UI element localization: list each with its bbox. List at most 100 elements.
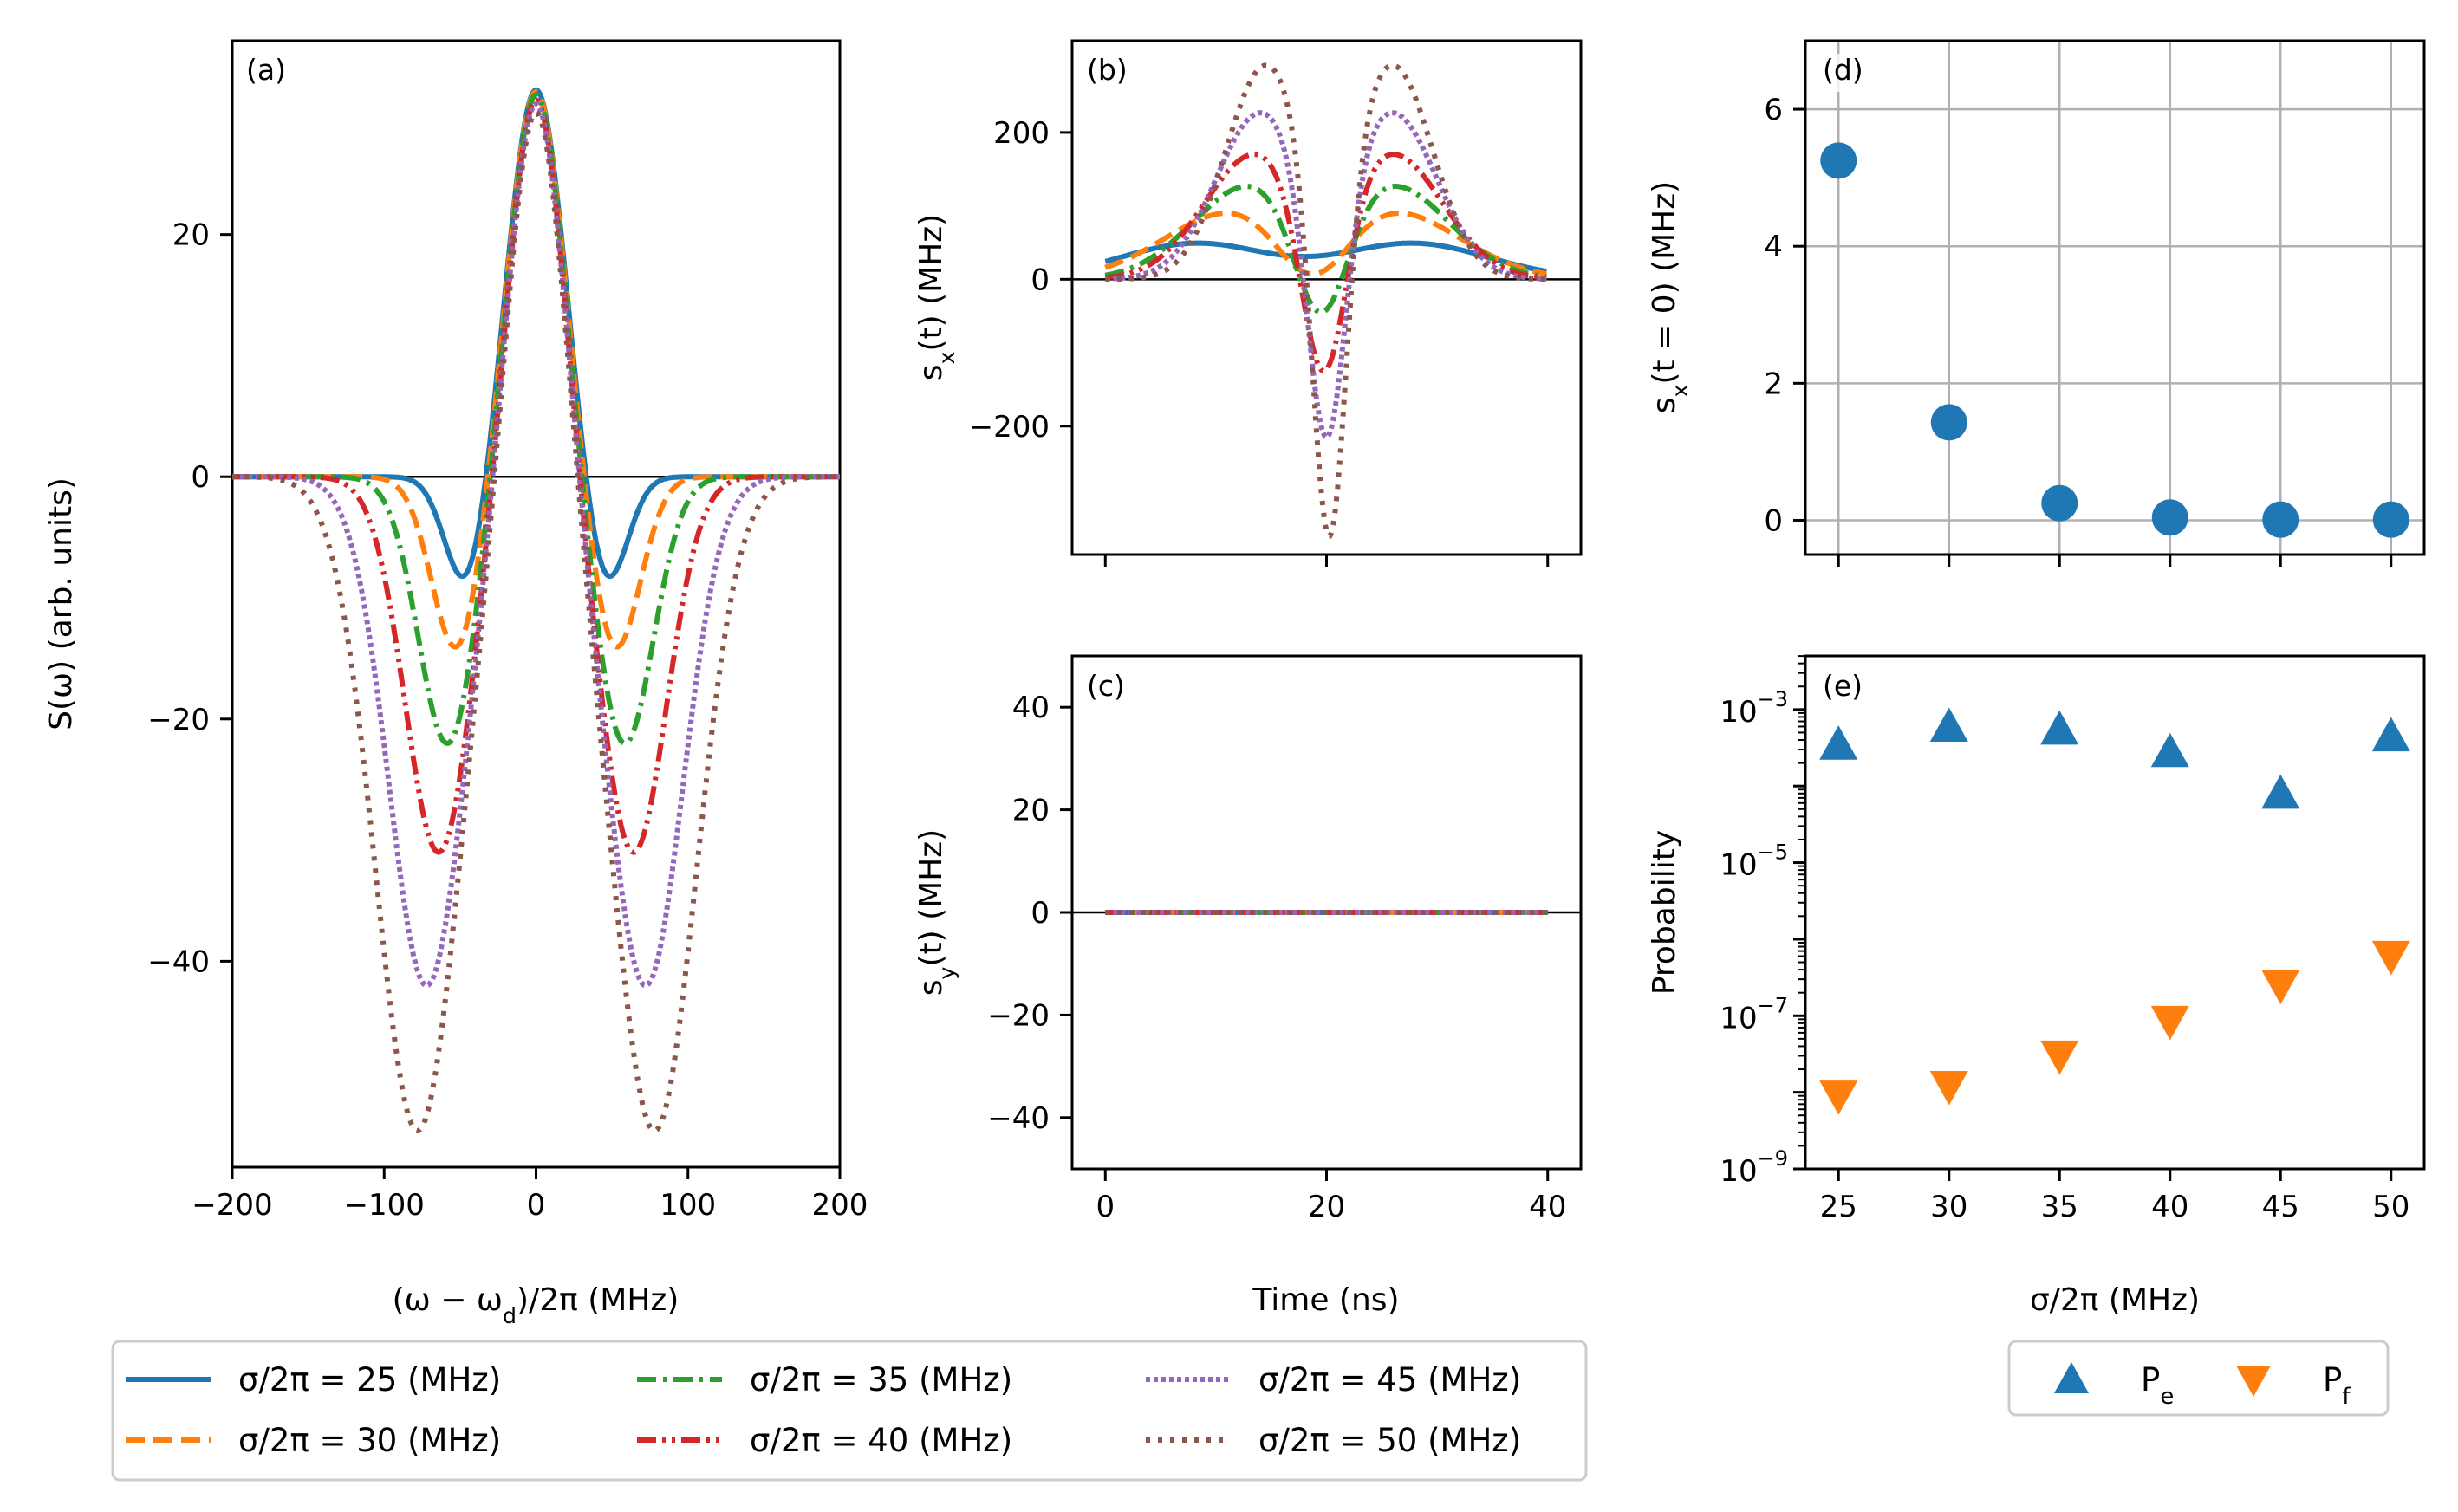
panel-d-points	[1820, 142, 2409, 538]
legend-label-40: σ/2π = 40 (MHz)	[750, 1422, 1012, 1459]
panel-d-ytick-label: 0	[1764, 503, 1783, 538]
panel-e-ytick-label: 10−5	[1720, 840, 1788, 883]
panel-a-xtick-label: 200	[812, 1188, 868, 1223]
panel-a-label: (a)	[246, 53, 286, 87]
panel-a-xtick-label: 0	[527, 1188, 546, 1223]
panel-d-frame	[1804, 39, 2426, 556]
panel-c-ticks: 0 20 40 −40 −20 0 20 40	[987, 691, 1566, 1224]
panel-e-xtick-label: 40	[2151, 1190, 2188, 1224]
panel-d-point	[1930, 404, 1967, 441]
panel-c-ylabel: sy(t) (MHz)	[914, 829, 959, 996]
panel-e-point-pe	[2150, 732, 2189, 768]
panel-e-point-pf	[1819, 1080, 1858, 1115]
panel-d-point	[2151, 499, 2188, 536]
panel-b-series	[1104, 62, 1547, 539]
panel-a-series	[232, 87, 840, 1134]
panel-e-ylabel: Probability	[1647, 830, 1682, 995]
legend-marker-pe	[2054, 1362, 2089, 1393]
panel-d-label-bg	[1818, 54, 1860, 92]
panel-e-point-pe	[1819, 725, 1858, 760]
panel-c-label: (c)	[1087, 669, 1125, 703]
panel-e-point-pf	[2150, 1005, 2189, 1041]
panel-e-point-pe	[2261, 774, 2300, 809]
panel-e-label: (e)	[1823, 669, 1863, 703]
panel-a-xlabel: (ω − ωd)/2π (MHz)	[393, 1282, 680, 1328]
panel-b-label: (b)	[1087, 53, 1128, 87]
panel-a-series-45	[232, 101, 840, 989]
panel-e-point-pf	[2040, 1040, 2079, 1075]
panel-a-xtick-label: −200	[192, 1188, 272, 1223]
panel-e-point-pe	[1929, 707, 1968, 743]
panel-d-ytick-label: 4	[1764, 230, 1783, 264]
panel-d-grid	[1805, 41, 2424, 555]
panel-b-series-40	[1105, 152, 1547, 374]
panel-d-point	[2262, 501, 2299, 538]
panel-b-series-45	[1105, 110, 1547, 440]
panel-d-point	[2041, 484, 2078, 522]
panel-b-ytick-label: 0	[1031, 263, 1050, 297]
legend-label-50: σ/2π = 50 (MHz)	[1258, 1422, 1521, 1459]
panel-b-series-25	[1104, 240, 1547, 275]
panel-e-ticks: 25 30 35 40 45 50 10−9 10−7 10−5 10−3	[1720, 655, 2409, 1224]
panel-e-xlabel: σ/2π (MHz)	[2030, 1282, 2200, 1318]
panel-b-frame	[1070, 39, 1583, 556]
panel-a-series-25	[232, 87, 840, 580]
panel-c-ytick-label: 20	[1012, 794, 1050, 828]
panel-a-series-35	[232, 92, 840, 746]
panel-a-ytick-label: −40	[147, 944, 210, 979]
legend-label-pf: Pf	[2323, 1361, 2351, 1410]
panel-e-ytick-label: 10−9	[1720, 1146, 1788, 1189]
panel-b-ticks: −200 0 200	[969, 116, 1550, 567]
legend-label-25: σ/2π = 25 (MHz)	[238, 1361, 501, 1398]
panel-a-ytick-label: 0	[191, 460, 210, 495]
panel-b: −200 0 200 (b) sx(t) (MHz)	[914, 39, 1583, 567]
panel-a-xtick-label: 100	[660, 1188, 716, 1223]
legend-prob: Pe Pf	[2007, 1340, 2390, 1417]
panel-e-ytick-label: 10−7	[1720, 993, 1788, 1035]
panel-d-ylabel: sx(t = 0) (MHz)	[1647, 181, 1693, 413]
panel-d-point	[1820, 142, 1857, 179]
panel-d-point	[2372, 501, 2409, 538]
panel-d-ytick-label: 2	[1764, 367, 1783, 401]
panel-e-xtick-label: 35	[2041, 1190, 2078, 1224]
panel-e: 25 30 35 40 45 50 10−9 10−7 10−5 10−3 (e) σ/2π (M…	[1647, 654, 2426, 1318]
panel-e-xtick-label: 25	[1820, 1190, 1857, 1224]
panel-e-point-pf	[1929, 1071, 1968, 1106]
panel-a-series-30	[232, 88, 840, 650]
panel-c-ytick-label: −20	[987, 998, 1050, 1033]
panel-c-xtick-label: 40	[1529, 1190, 1566, 1224]
panel-c-xtick-label: 20	[1308, 1190, 1345, 1224]
legend-label-pe: Pe	[2141, 1361, 2174, 1410]
legend-prob-frame	[2007, 1340, 2390, 1417]
panel-b-ytick-label: −200	[969, 410, 1050, 445]
panel-a-series-40	[232, 97, 840, 855]
panel-e-point-pe	[2040, 710, 2079, 745]
legend-label-35: σ/2π = 35 (MHz)	[750, 1361, 1012, 1398]
panel-a-xtick-label: −100	[344, 1188, 425, 1223]
legend-label-45: σ/2π = 45 (MHz)	[1258, 1361, 1521, 1398]
panel-d-ytick-label: 6	[1764, 93, 1783, 127]
panel-c-ytick-label: −40	[987, 1101, 1050, 1136]
panel-b-ytick-label: 200	[993, 116, 1050, 151]
panel-c-ytick-label: 0	[1031, 896, 1050, 931]
panel-d-ticks: 0 2 4 6	[1764, 93, 2393, 567]
panel-a-series-50	[232, 109, 840, 1134]
panel-d-label: (d)	[1823, 53, 1863, 87]
panel-e-point-pf	[2261, 970, 2300, 1005]
legend-main-frame	[111, 1340, 1588, 1482]
panel-a-ytick-label: 20	[172, 218, 210, 253]
panel-b-series-50	[1105, 62, 1547, 539]
panel-e-points	[1819, 707, 2410, 1115]
legend-marker-pf	[2236, 1366, 2271, 1397]
panel-e-point-pe	[2371, 717, 2410, 752]
panel-e-xtick-label: 30	[1930, 1190, 1967, 1224]
panel-e-frame	[1804, 654, 2426, 1171]
panel-c-ytick-label: 40	[1012, 691, 1050, 725]
legend-main: σ/2π = 25 (MHz) σ/2π = 30 (MHz) σ/2π = 35 …	[111, 1340, 1588, 1482]
panel-e-xtick-label: 50	[2372, 1190, 2409, 1224]
panel-b-ylabel: sx(t) (MHz)	[914, 214, 959, 380]
panel-c-xtick-label: 0	[1096, 1190, 1115, 1224]
